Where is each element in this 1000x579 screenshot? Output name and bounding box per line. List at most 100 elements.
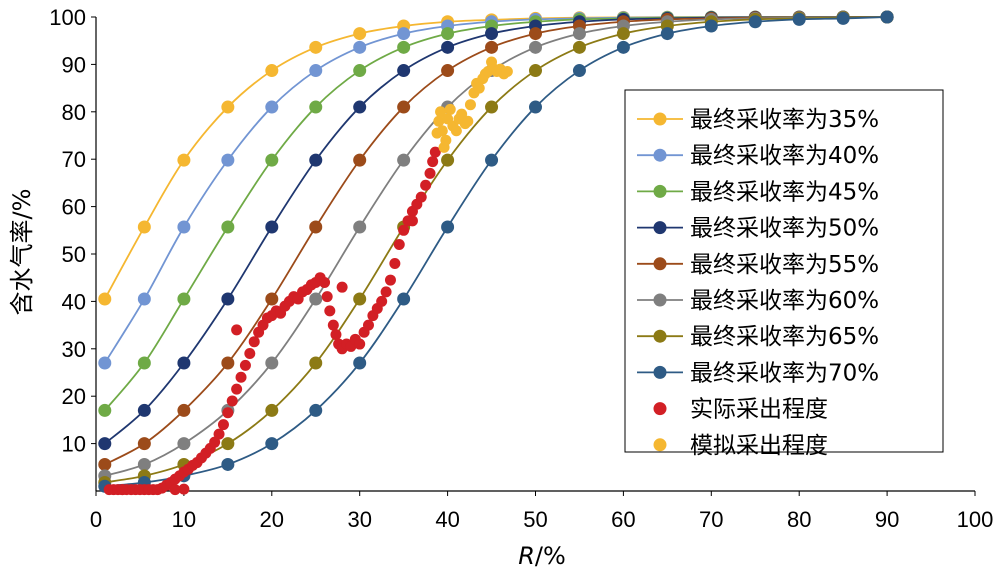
y-tick-label: 50 <box>62 242 86 267</box>
actual-point <box>330 329 342 341</box>
data-point <box>572 27 586 41</box>
x-tick-label: 60 <box>611 507 635 532</box>
legend-marker <box>653 184 667 198</box>
data-point <box>397 292 411 306</box>
data-point <box>441 220 455 234</box>
data-point <box>441 64 455 78</box>
x-tick-label: 80 <box>787 507 811 532</box>
data-point <box>397 153 411 167</box>
data-point <box>137 292 151 306</box>
x-tick-label: 0 <box>90 507 102 532</box>
simulated-point <box>440 134 452 146</box>
data-point <box>529 27 542 41</box>
data-point <box>353 356 367 370</box>
actual-point <box>169 484 181 496</box>
simulated-point <box>456 108 468 120</box>
legend-marker <box>653 221 667 235</box>
data-point <box>616 40 630 54</box>
legend-label: 最终采收率为60% <box>690 288 879 314</box>
actual-point <box>424 167 436 179</box>
legend-label: 最终采收率为70% <box>690 360 879 386</box>
legend-marker <box>653 112 667 126</box>
actual-point <box>235 371 247 383</box>
legend: 最终采收率为35% 最终采收率为40% 最终采收率为45% 最终采收率为50% 最终采收… <box>624 89 944 459</box>
actual-point <box>209 436 221 448</box>
legend-marker <box>653 365 667 379</box>
data-point <box>572 40 586 54</box>
legend-label: 最终采收率为40% <box>690 143 879 169</box>
data-point <box>397 27 411 41</box>
data-point <box>265 153 279 167</box>
x-tick-label: 10 <box>172 507 196 532</box>
data-point <box>177 220 191 234</box>
actual-point <box>321 291 333 303</box>
actual-point <box>213 428 225 440</box>
y-tick-label: 10 <box>62 432 86 457</box>
y-tick-label: 100 <box>49 5 86 30</box>
simulated-recovery-points <box>431 56 513 153</box>
data-point <box>221 100 235 114</box>
data-point <box>177 437 191 451</box>
legend-entry: 实际采出程度 <box>653 397 828 423</box>
data-point <box>353 64 367 78</box>
legend-label: 最终采收率为35% <box>690 107 879 133</box>
data-point <box>309 403 323 417</box>
data-point <box>792 12 806 26</box>
data-point <box>704 19 718 33</box>
data-point <box>836 11 850 25</box>
legend-label: 实际采出程度 <box>690 397 828 423</box>
data-point <box>177 403 191 417</box>
actual-point <box>354 338 366 350</box>
data-point <box>309 356 323 370</box>
data-point <box>441 153 455 167</box>
actual-point <box>376 295 388 307</box>
data-point <box>529 40 542 54</box>
data-point <box>221 220 235 234</box>
data-point <box>265 220 279 234</box>
legend-entry: 最终采收率为45% <box>637 179 879 205</box>
actual-point <box>384 274 396 286</box>
actual-point <box>226 395 238 407</box>
data-point <box>221 457 235 471</box>
actual-point <box>420 179 432 191</box>
x-axis-title: R/% <box>518 542 566 570</box>
legend-label: 最终采收率为45% <box>690 179 879 205</box>
data-point <box>880 10 894 24</box>
data-point <box>265 64 279 78</box>
data-point <box>265 100 279 114</box>
actual-point <box>222 407 234 419</box>
x-tick-label: 40 <box>435 507 459 532</box>
actual-point <box>327 319 339 331</box>
data-point <box>137 437 151 451</box>
legend-label: 最终采收率为50% <box>690 216 879 242</box>
x-tick-label: 30 <box>347 507 371 532</box>
data-point <box>265 437 279 451</box>
actual-point <box>336 281 348 293</box>
actual-point <box>324 305 336 317</box>
legend-marker <box>653 329 667 343</box>
actual-point <box>319 276 331 288</box>
simulated-point <box>433 115 445 127</box>
data-point <box>748 15 762 29</box>
data-point <box>98 356 112 370</box>
y-tick-label: 70 <box>62 147 86 172</box>
data-point <box>353 292 367 306</box>
axes: 0 10 20 30 40 50 60 70 80 90 100 10 20 30 40 50 60 70 80 90… <box>49 5 993 532</box>
data-point <box>397 100 411 114</box>
model-curves <box>98 10 894 493</box>
y-tick-label: 90 <box>62 52 86 77</box>
legend-frame <box>624 89 944 453</box>
data-point <box>441 27 455 41</box>
actual-point <box>217 419 229 431</box>
actual-point <box>178 483 190 495</box>
data-point <box>98 403 112 417</box>
x-tick-label: 20 <box>260 507 284 532</box>
actual-point <box>231 383 243 395</box>
data-point <box>98 292 112 306</box>
actual-point <box>231 324 243 336</box>
data-point <box>309 153 323 167</box>
legend-marker <box>653 402 667 416</box>
legend-label: 最终采收率为55% <box>690 252 879 278</box>
simulated-point <box>444 103 456 115</box>
